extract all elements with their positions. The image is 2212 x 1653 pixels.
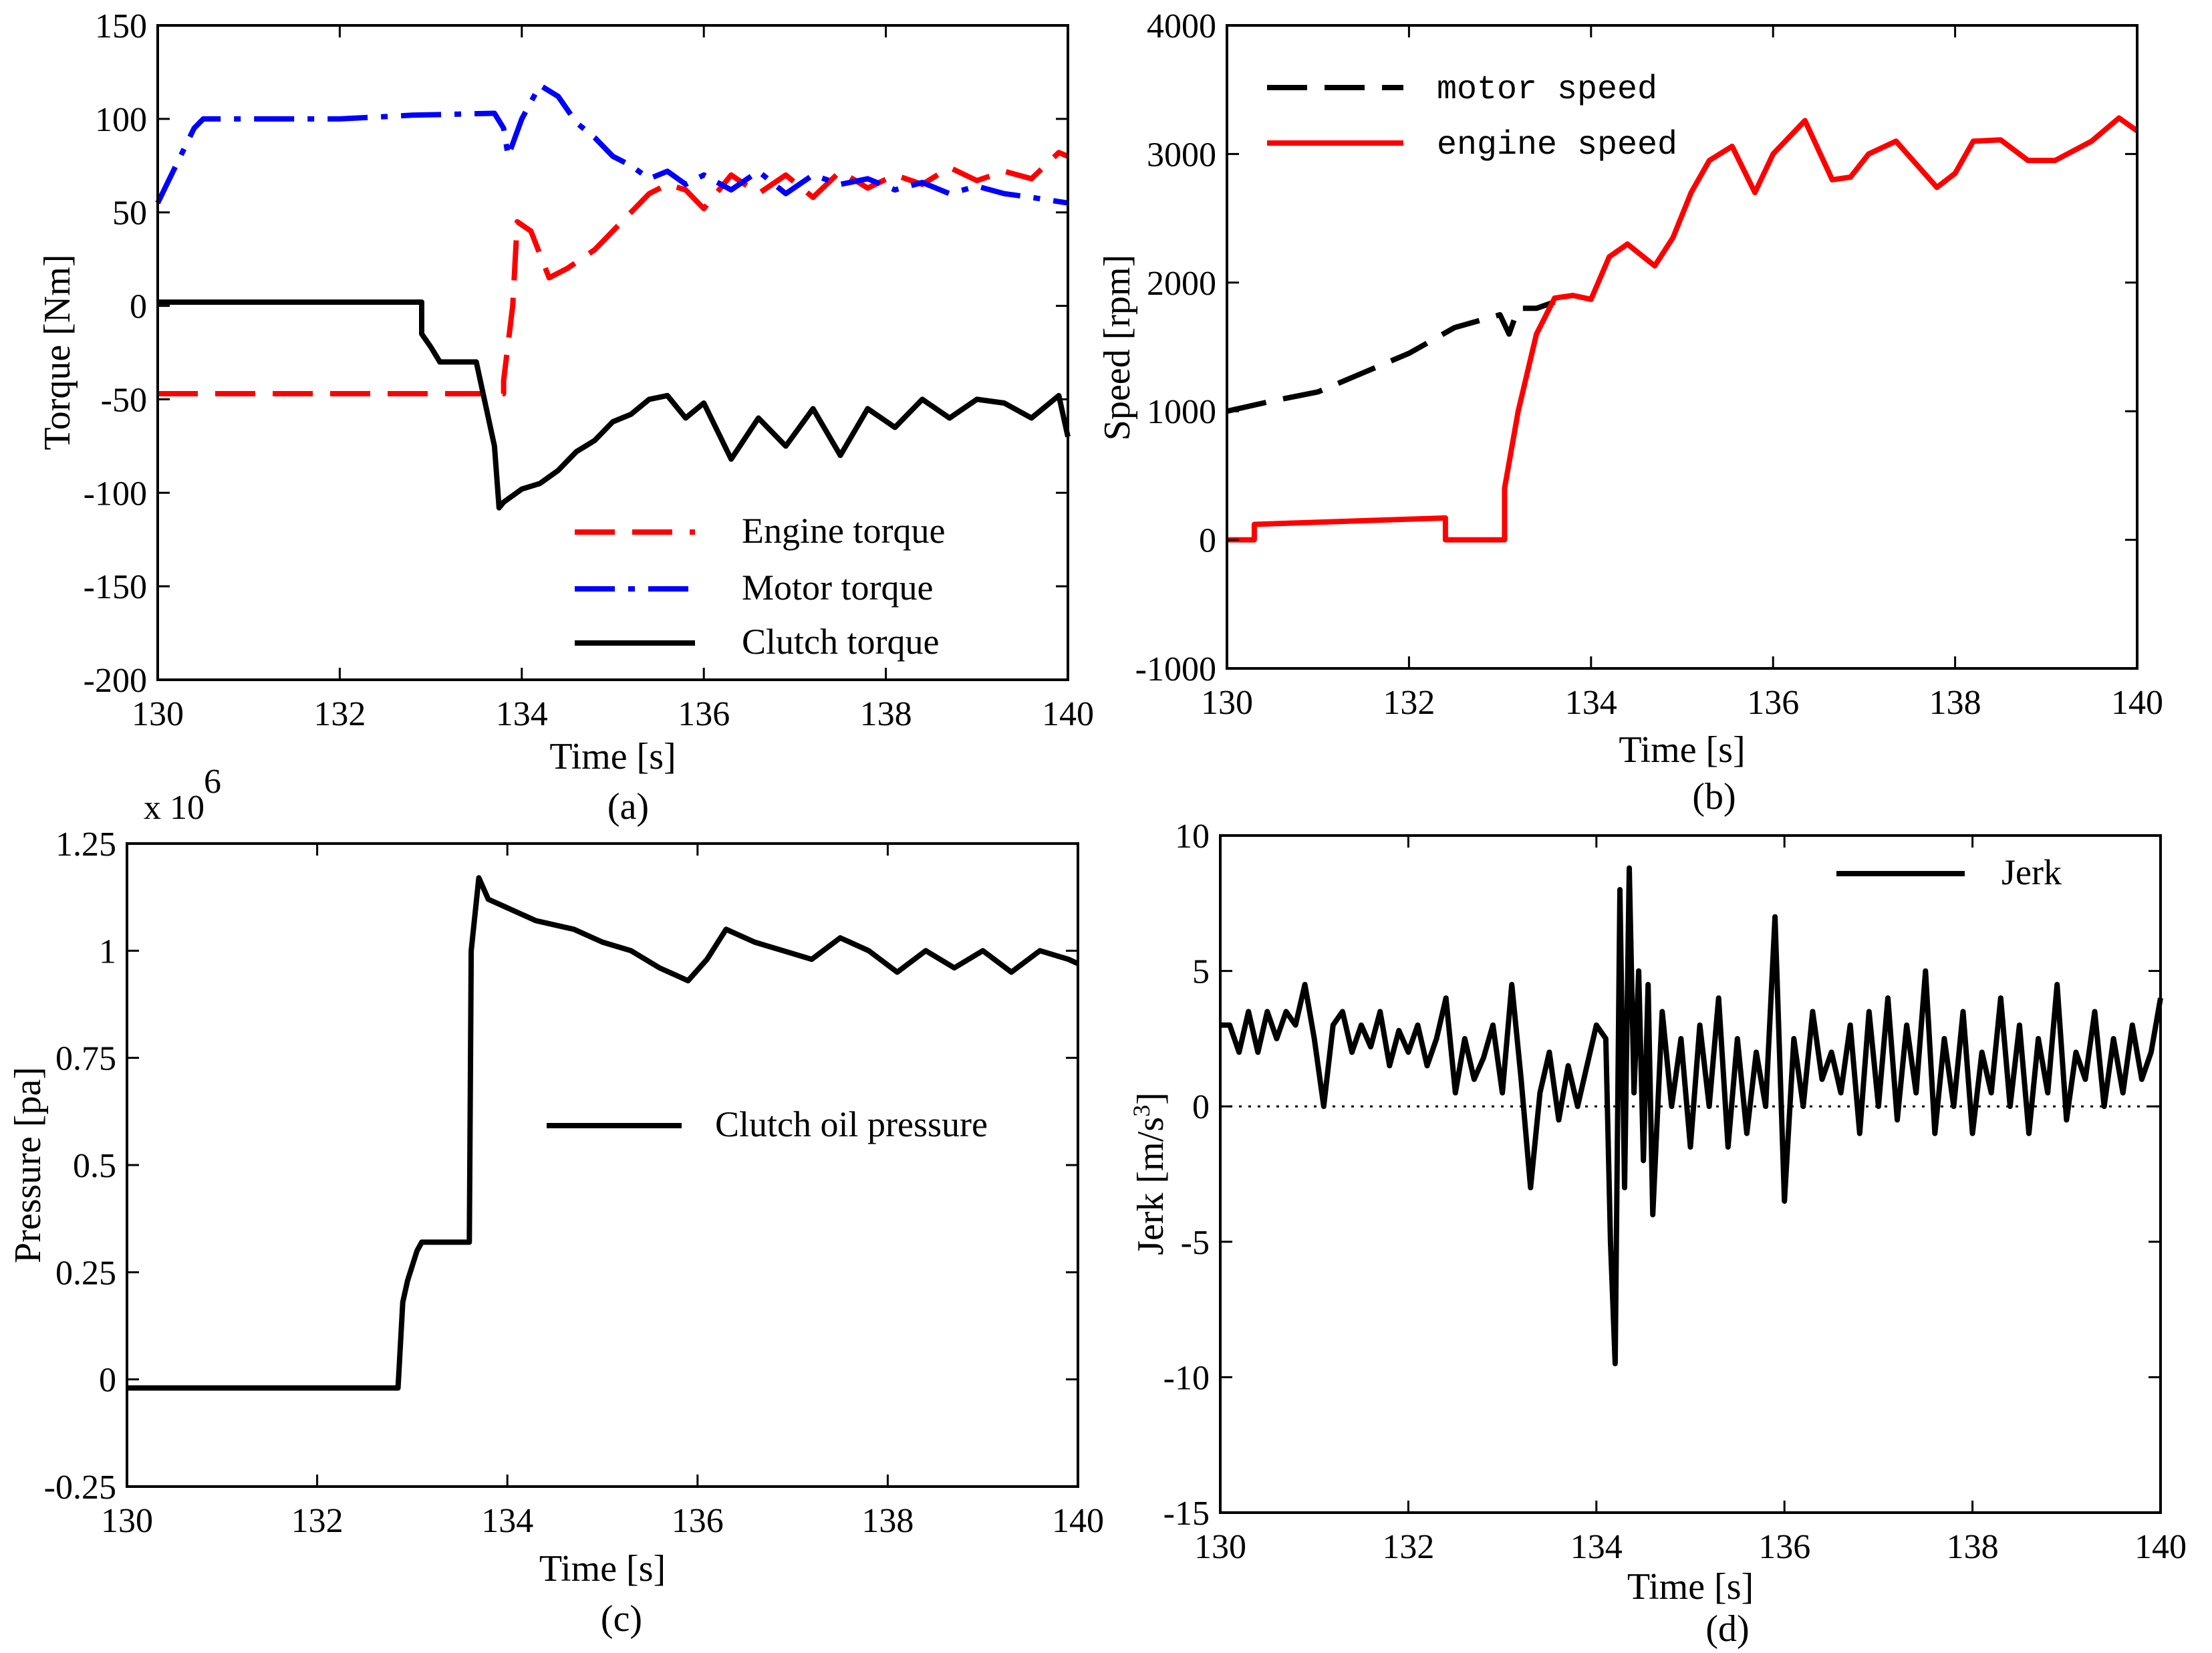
- y-tick-label: 10: [1175, 817, 1210, 856]
- legend-label: engine speed: [1437, 126, 1677, 164]
- x-tick-label: 138: [1947, 1528, 1999, 1566]
- x-tick-label: 136: [1758, 1528, 1810, 1566]
- series-line-motor-speed: [1226, 299, 1556, 414]
- y-tick-label: -0.25: [44, 1469, 116, 1507]
- axis-multiplier: x 10: [144, 789, 204, 827]
- y-tick-label: 0.25: [55, 1254, 116, 1292]
- x-tick-label: 136: [678, 695, 730, 733]
- x-tick-label: 140: [1042, 695, 1094, 733]
- y-tick-label: 3000: [1147, 136, 1216, 174]
- x-axis-label: Time [s]: [1619, 729, 1745, 771]
- legend: Jerk: [1836, 852, 2062, 892]
- x-tick-label: 138: [861, 1502, 914, 1540]
- legend: Engine torque Motor torque Clutch torque: [575, 511, 945, 662]
- legend: Clutch oil pressure: [547, 1104, 988, 1144]
- series-line-engine-speed: [1227, 115, 2139, 543]
- x-axis-label: Time [s]: [1627, 1566, 1754, 1608]
- x-tick-label: 134: [496, 695, 548, 733]
- y-tick-label: 2000: [1147, 265, 1216, 303]
- panel-caption: (a): [607, 786, 649, 828]
- y-axis-label: Speed [rpm]: [1097, 255, 1138, 440]
- y-tick-label: -1000: [1135, 650, 1216, 688]
- y-tick-label: -150: [84, 568, 147, 606]
- y-tick-label: 0.5: [73, 1147, 116, 1185]
- x-tick-label: 132: [291, 1502, 343, 1540]
- y-tick-label: 150: [95, 7, 147, 45]
- plot-frame: [1219, 834, 2162, 1514]
- y-tick-label: -15: [1163, 1495, 1210, 1533]
- x-tick-label: 132: [1382, 1528, 1434, 1566]
- legend-label: motor speed: [1437, 71, 1657, 109]
- y-tick-label: -100: [84, 475, 147, 513]
- x-tick-label: 140: [2134, 1528, 2187, 1566]
- x-tick-label: 134: [481, 1502, 533, 1540]
- legend-label: Clutch torque: [742, 622, 939, 662]
- x-tick-label: 130: [132, 695, 184, 733]
- y-tick-label: -50: [101, 381, 147, 419]
- legend-label: Clutch oil pressure: [715, 1104, 988, 1144]
- series-line-engine-torque: [158, 150, 1069, 396]
- x-tick-label: 130: [1194, 1528, 1246, 1566]
- x-tick-label: 134: [1570, 1528, 1623, 1566]
- y-tick-label: 1000: [1147, 393, 1216, 431]
- plot-frame: [156, 24, 1069, 681]
- series-line-motor-torque: [155, 82, 1069, 206]
- y-tick-label: -200: [84, 662, 147, 700]
- x-tick-label: 134: [1565, 684, 1617, 722]
- y-tick-label: 0.75: [55, 1040, 116, 1078]
- panel-caption: (d): [1705, 1608, 1749, 1650]
- chart-d: 130 132 134 136 138 140 -15 -10 -5 0 5 10 Time [s] Je…: [1128, 817, 2187, 1650]
- plot-frame: [1226, 24, 2138, 670]
- y-tick-label: 5: [1192, 953, 1210, 991]
- panel-caption: (c): [601, 1598, 642, 1640]
- y-axis-label: Pressure [pa]: [7, 1067, 49, 1263]
- y-tick-label: 0: [99, 1362, 116, 1400]
- x-tick-label: 132: [1383, 684, 1435, 722]
- y-tick-label: 0: [130, 288, 147, 326]
- y-tick-label: 100: [95, 101, 147, 139]
- x-tick-label: 130: [1201, 684, 1253, 722]
- series-line-jerk: [1220, 865, 2163, 1367]
- y-tick-label: 4000: [1147, 7, 1216, 45]
- x-tick-label: 138: [860, 695, 912, 733]
- y-axis-label: Jerk [m/s3]: [1128, 1092, 1171, 1255]
- y-tick-label: 50: [112, 195, 147, 233]
- legend-label: Jerk: [2001, 852, 2062, 892]
- y-axis-label-end: ]: [1130, 1092, 1171, 1105]
- axis-multiplier-exponent: 6: [204, 763, 221, 801]
- legend: motor speed engine speed: [1267, 71, 1677, 164]
- series-line-clutch-torque: [158, 299, 1071, 511]
- chart-b: 130 132 134 136 138 140 -1000 0 1000 2000 3000 4000…: [1097, 7, 2163, 817]
- y-tick-label: -10: [1163, 1359, 1210, 1397]
- x-axis-label: Time [s]: [539, 1548, 666, 1590]
- chart-a: 130 132 134 136 138 140 -200 -150 -100 -50 0 50 100 1…: [37, 7, 1094, 828]
- x-tick-label: 140: [1052, 1502, 1104, 1540]
- x-tick-label: 130: [101, 1502, 153, 1540]
- panel-caption: (b): [1692, 776, 1736, 817]
- y-tick-label: 0: [1199, 522, 1216, 560]
- x-tick-label: 136: [672, 1502, 724, 1540]
- x-tick-label: 140: [2111, 684, 2163, 722]
- y-tick-label: -5: [1181, 1224, 1210, 1262]
- x-tick-label: 136: [1747, 684, 1799, 722]
- legend-label: Motor torque: [742, 567, 933, 608]
- x-axis-label: Time [s]: [549, 736, 676, 777]
- y-tick-label: 1: [99, 932, 116, 971]
- y-tick-label: 1.25: [55, 825, 116, 864]
- y-axis-label-superscript: 3: [1128, 1105, 1155, 1117]
- y-axis-label: Torque [Nm]: [37, 254, 78, 450]
- x-tick-label: 132: [313, 695, 366, 733]
- series-line-clutch-oil-pressure: [127, 875, 1079, 1391]
- x-tick-label: 138: [1929, 684, 1981, 722]
- legend-label: Engine torque: [742, 511, 945, 551]
- y-tick-label: 0: [1192, 1088, 1210, 1126]
- chart-c: 130 132 134 136 138 140 -0.25 0 0.25 0.5 0.75 1 1.25…: [7, 763, 1104, 1640]
